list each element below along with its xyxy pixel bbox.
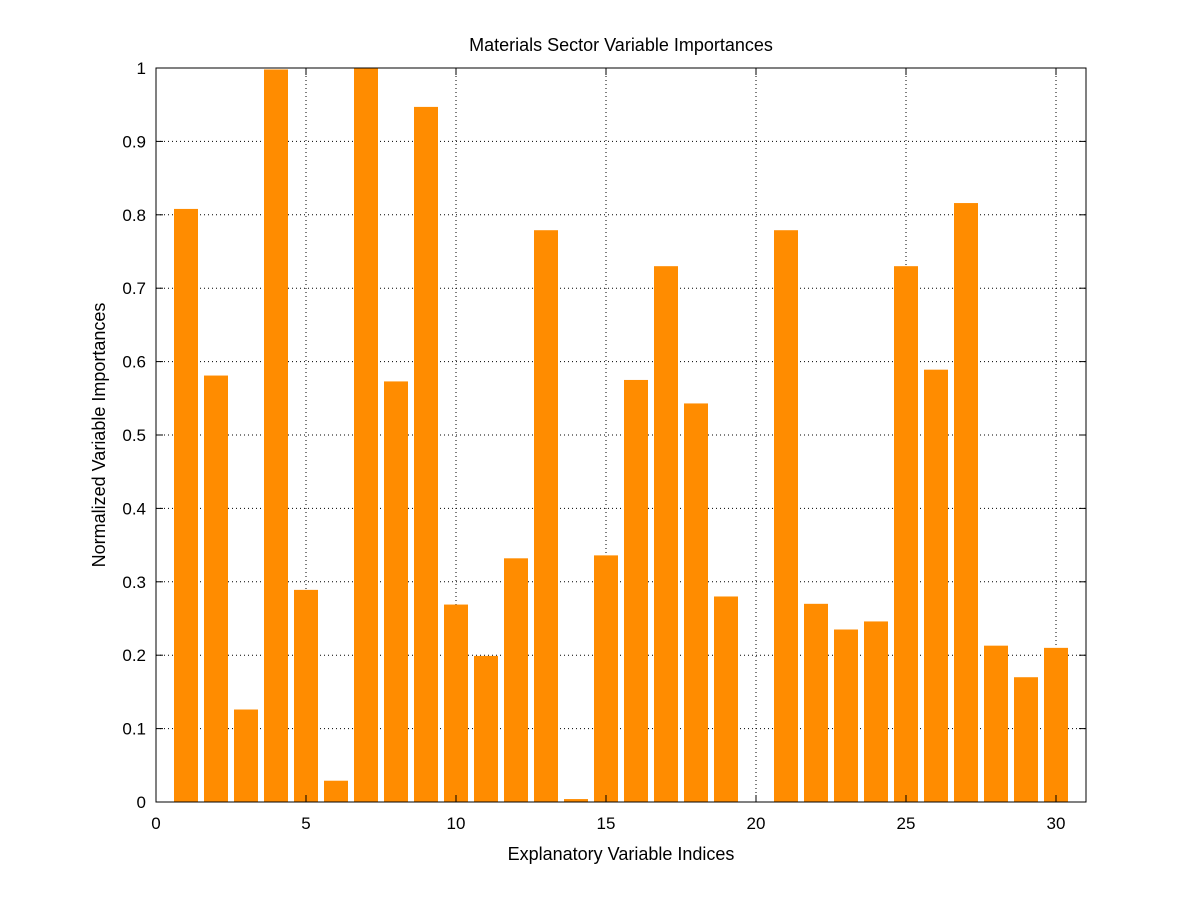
bar-12	[504, 558, 528, 802]
y-tick-label: 0.2	[122, 646, 146, 665]
y-tick-label: 0.6	[122, 353, 146, 372]
x-tick-label: 20	[747, 814, 766, 833]
bar-8	[384, 381, 408, 802]
bar-4	[264, 69, 288, 802]
y-tick-label: 0.9	[122, 132, 146, 151]
bar-3	[234, 709, 258, 802]
bars	[174, 68, 1068, 803]
bar-13	[534, 230, 558, 803]
y-axis-title: Normalized Variable Importances	[89, 303, 109, 568]
x-tick-label: 15	[597, 814, 616, 833]
bar-6	[324, 780, 348, 802]
bar-1	[174, 208, 198, 803]
bar-16	[624, 379, 648, 802]
bar-27	[954, 203, 978, 802]
bar-19	[714, 596, 738, 802]
bar-18	[684, 403, 708, 802]
x-tick-label: 30	[1047, 814, 1066, 833]
bar-10	[444, 604, 468, 802]
bar-26	[924, 369, 948, 802]
bar-25	[894, 266, 918, 802]
x-tick-label: 25	[897, 814, 916, 833]
x-tick-label: 10	[447, 814, 466, 833]
bar-29	[1014, 677, 1038, 802]
bar-24	[864, 621, 888, 802]
bar-9	[414, 106, 438, 803]
y-tick-label: 0.7	[122, 279, 146, 298]
bar-21	[774, 230, 798, 803]
x-axis-title: Explanatory Variable Indices	[508, 844, 735, 864]
y-tick-label: 0.4	[122, 499, 146, 518]
y-tick-label: 0.8	[122, 206, 146, 225]
chart-title: Materials Sector Variable Importances	[469, 35, 773, 55]
y-tick-label: 0	[137, 793, 146, 812]
y-tick-label: 1	[137, 59, 146, 78]
bar-14	[564, 799, 588, 802]
x-tick-label: 0	[151, 814, 160, 833]
bar-11	[474, 655, 498, 802]
grid	[156, 68, 1086, 802]
ticks: 0 5 10 15 20 25 30 0 0.1 0.2 0.3 0.4 0.5 0.6 0.7 0.8 0.9…	[122, 59, 1086, 833]
bar-28	[984, 645, 1008, 802]
bar-30	[1044, 647, 1068, 802]
bar-5	[294, 589, 318, 802]
bar-17	[654, 266, 678, 802]
bar-7	[354, 68, 378, 802]
y-tick-label: 0.1	[122, 720, 146, 739]
x-tick-label: 5	[301, 814, 310, 833]
y-tick-label: 0.3	[122, 573, 146, 592]
bar-15	[594, 555, 618, 802]
bar-23	[834, 629, 858, 802]
bar-22	[804, 603, 828, 802]
bar-2	[204, 375, 228, 802]
y-tick-label: 0.5	[122, 426, 146, 445]
